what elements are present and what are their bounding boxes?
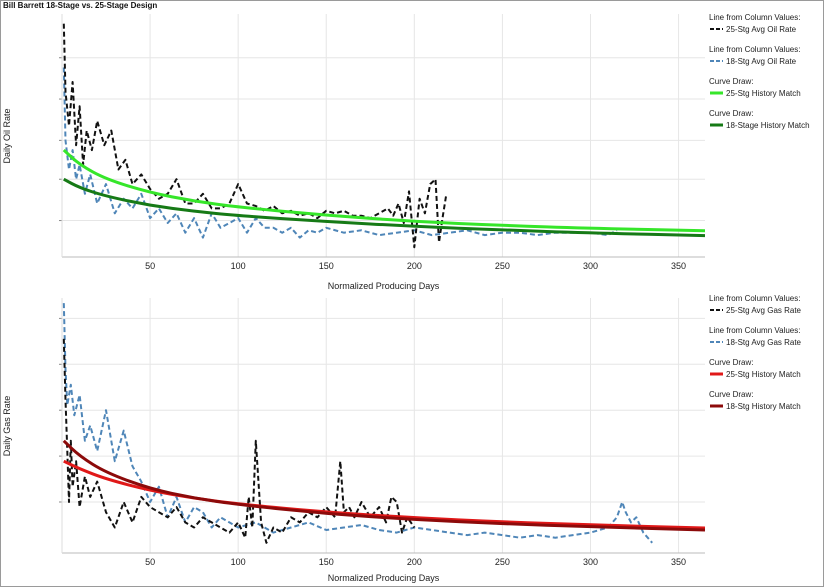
series-line-25-stg-avg-gas-rate — [62, 338, 416, 544]
legend-label: 18-Stg History Match — [726, 402, 801, 411]
legend-label: 25-Stg Avg Oil Rate — [726, 25, 797, 34]
series-line-18-stg-avg-gas-rate — [62, 303, 653, 544]
chart-panel-1: 50 100 150 200 250 300 350 Normalized Producing… — [2, 13, 810, 291]
y-axis-label: Daily Oil Rate — [2, 108, 12, 163]
x-axis-label: Normalized Producing Days — [328, 573, 440, 583]
x-tick-label: 250 — [495, 261, 510, 271]
legend-header: Curve Draw: — [709, 390, 753, 399]
x-tick-label: 150 — [319, 261, 334, 271]
legend-header: Curve Draw: — [709, 77, 753, 86]
legend-label: 25-Stg History Match — [726, 370, 801, 379]
x-tick-label: 300 — [583, 557, 598, 567]
x-tick-label: 350 — [671, 557, 686, 567]
x-tick-label: 300 — [583, 261, 598, 271]
x-tick-label: 50 — [145, 557, 155, 567]
y-axis-label: Daily Gas Rate — [2, 396, 12, 457]
legend-label: 25-Stg History Match — [726, 89, 801, 98]
chart-title: Bill Barrett 18-Stage vs. 25-Stage Desig… — [3, 1, 158, 10]
x-axis-label: Normalized Producing Days — [328, 281, 440, 291]
legend-header: Curve Draw: — [709, 109, 753, 118]
x-tick-label: 200 — [407, 261, 422, 271]
x-tick-label: 100 — [231, 261, 246, 271]
legend-header: Line from Column Values: — [709, 326, 800, 335]
legend-header: Curve Draw: — [709, 358, 753, 367]
legend-label: 18-Stage History Match — [726, 121, 810, 130]
legend-header: Line from Column Values: — [709, 294, 800, 303]
chart-panel-2: 50 100 150 200 250 300 350 Normalized Producing… — [2, 294, 802, 583]
x-tick-label: 100 — [231, 557, 246, 567]
legend-label: 25-Stg Avg Gas Rate — [726, 306, 802, 315]
legend-header: Line from Column Values: — [709, 13, 800, 22]
legend-label: 18-Stg Avg Oil Rate — [726, 57, 797, 66]
series-line-18-stage-history-match — [63, 177, 705, 238]
series-line-25-stg-avg-oil-rate — [62, 23, 447, 249]
series-line-18-stg-history-match — [62, 439, 705, 532]
legend-header: Line from Column Values: — [709, 45, 800, 54]
x-tick-label: 250 — [495, 557, 510, 567]
series-line-25-stg-history-match — [62, 148, 705, 233]
legend-label: 18-Stg Avg Gas Rate — [726, 338, 802, 347]
x-tick-label: 50 — [145, 261, 155, 271]
x-tick-label: 200 — [407, 557, 422, 567]
x-tick-label: 350 — [671, 261, 686, 271]
x-tick-label: 150 — [319, 557, 334, 567]
